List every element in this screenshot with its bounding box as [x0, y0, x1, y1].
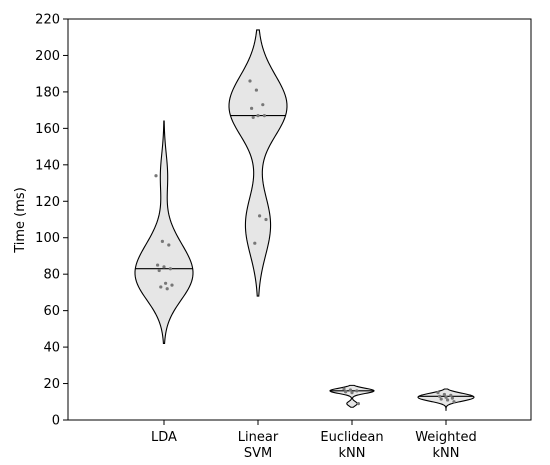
data-point	[261, 103, 265, 107]
data-point	[348, 388, 352, 392]
violin-body	[228, 29, 288, 297]
data-point	[248, 79, 252, 83]
y-tick-label: 220	[35, 13, 60, 28]
y-axis: 0 20 40 60 80 100 120 140 160 180 200 220	[35, 13, 68, 429]
violin-body	[417, 388, 475, 411]
data-point	[162, 265, 166, 269]
x-tick-label: LDA	[151, 430, 177, 445]
data-point	[168, 267, 172, 271]
x-tick-label: kNN	[339, 446, 366, 461]
y-tick-label: 60	[43, 304, 60, 319]
data-point	[167, 243, 171, 247]
data-point	[250, 106, 254, 110]
x-tick-label: kNN	[433, 446, 460, 461]
data-point	[442, 392, 446, 397]
y-tick-label: 20	[43, 377, 60, 392]
data-point	[264, 217, 268, 222]
y-tick-label: 140	[35, 158, 60, 173]
data-point	[254, 88, 258, 92]
y-tick-label: 200	[35, 49, 60, 64]
data-point	[452, 400, 456, 404]
data-point	[262, 114, 266, 118]
x-tick-label: Weighted	[415, 430, 477, 445]
data-point	[436, 391, 440, 395]
data-point	[256, 114, 260, 118]
data-point	[438, 394, 442, 398]
data-point	[253, 241, 257, 245]
data-point	[170, 283, 174, 287]
data-point	[156, 263, 160, 267]
data-point	[356, 401, 360, 406]
x-tick-label: Linear	[238, 430, 279, 445]
data-point	[350, 391, 354, 395]
data-point	[160, 239, 164, 243]
data-point	[446, 398, 450, 402]
data-point	[258, 214, 262, 218]
data-point	[450, 396, 454, 400]
y-tick-label: 120	[35, 195, 60, 210]
data-point	[449, 393, 453, 397]
data-point	[154, 174, 158, 178]
data-point	[444, 395, 448, 399]
data-point	[157, 268, 161, 273]
x-tick-label: Euclidean	[320, 430, 383, 445]
data-point	[355, 389, 359, 393]
violins	[134, 29, 475, 411]
data-point	[439, 397, 443, 401]
data-point	[342, 387, 346, 391]
data-point	[165, 287, 169, 291]
y-tick-label: 40	[43, 341, 60, 356]
x-tick-label: SVM	[244, 446, 272, 461]
y-tick-label: 180	[35, 85, 60, 100]
data-point	[251, 115, 255, 120]
plot-frame	[67, 18, 532, 421]
y-tick-label: 100	[35, 231, 60, 246]
y-axis-title: Time (ms)	[13, 187, 28, 254]
y-tick-label: 160	[35, 122, 60, 137]
data-point	[344, 390, 348, 394]
y-tick-label: 80	[43, 268, 60, 283]
y-tick-label: 0	[52, 414, 60, 429]
data-point	[159, 285, 163, 289]
data-point	[164, 281, 168, 285]
